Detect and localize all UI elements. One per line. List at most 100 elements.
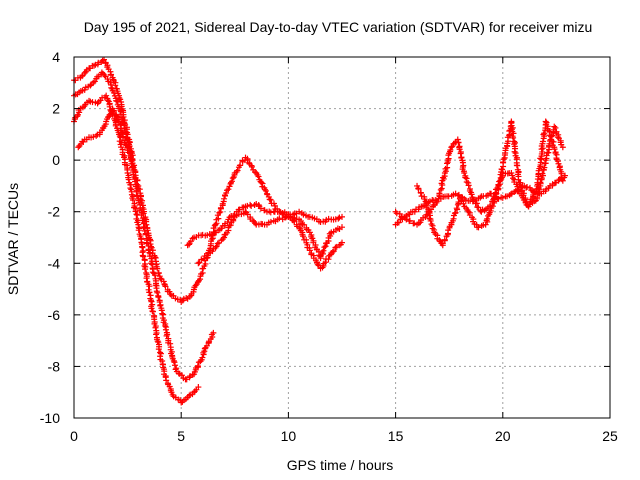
data-point	[458, 154, 465, 161]
data-point	[212, 244, 219, 251]
data-point	[468, 191, 475, 198]
data-point	[533, 185, 540, 192]
data-point	[113, 113, 120, 120]
data-point	[448, 144, 455, 151]
data-point	[125, 149, 132, 156]
y-tick-label: -2	[48, 204, 61, 220]
data-point	[213, 243, 220, 250]
data-point	[286, 213, 293, 220]
data-point	[199, 354, 206, 361]
data-point	[500, 159, 507, 166]
series-track-9	[414, 118, 566, 249]
data-point	[453, 205, 460, 212]
data-point	[507, 191, 514, 198]
data-point	[514, 187, 521, 194]
data-point	[524, 183, 531, 190]
data-point	[542, 118, 549, 125]
data-point	[146, 283, 153, 290]
data-point	[559, 177, 566, 184]
data-point	[155, 294, 162, 301]
data-point	[186, 392, 193, 399]
y-tick-label: 2	[52, 101, 60, 117]
chart-title: Day 195 of 2021, Sidereal Day-to-day VTE…	[84, 19, 593, 35]
data-point	[336, 214, 343, 221]
x-tick-label: 25	[602, 428, 618, 444]
data-point	[444, 160, 451, 167]
data-point	[454, 201, 461, 208]
series-track-3	[71, 92, 202, 406]
data-point	[234, 167, 241, 174]
data-point	[142, 266, 149, 273]
y-tick-label: -4	[48, 255, 61, 271]
data-point	[454, 192, 461, 199]
data-point	[257, 205, 264, 212]
data-point	[114, 98, 121, 105]
data-point	[134, 211, 141, 218]
data-point	[465, 208, 472, 215]
data-point	[152, 324, 159, 331]
data-point	[267, 196, 274, 203]
data-point	[248, 163, 255, 170]
x-tick-label: 15	[388, 428, 404, 444]
data-point	[456, 146, 463, 153]
data-point	[441, 236, 448, 243]
data-point	[154, 338, 161, 345]
data-point	[300, 211, 307, 218]
data-point	[475, 224, 482, 231]
x-tick-label: 10	[281, 428, 297, 444]
data-point	[128, 156, 135, 163]
y-tick-label: -8	[48, 358, 61, 374]
data-point	[229, 175, 236, 182]
data-point	[510, 175, 517, 182]
data-point	[198, 256, 205, 263]
data-point	[330, 248, 337, 255]
data-point	[447, 146, 454, 153]
data-point	[143, 275, 150, 282]
data-point	[320, 247, 327, 254]
data-point	[141, 262, 148, 269]
data-point	[135, 227, 142, 234]
data-point	[248, 203, 255, 210]
data-point	[454, 136, 461, 143]
series-track-4	[75, 105, 135, 164]
data-point	[237, 162, 244, 169]
data-point	[130, 171, 137, 178]
data-point	[465, 182, 472, 189]
data-point	[153, 331, 160, 338]
data-point	[457, 150, 464, 157]
data-point	[216, 209, 223, 216]
data-point	[152, 282, 159, 289]
data-point	[451, 210, 458, 217]
data-point	[255, 202, 262, 209]
data-point	[489, 203, 496, 210]
data-point	[79, 73, 86, 80]
grid	[74, 57, 610, 418]
data-point	[539, 138, 546, 145]
data-point	[95, 59, 102, 66]
series-track-6	[195, 208, 345, 267]
data-point	[148, 260, 155, 267]
data-point	[155, 346, 162, 353]
data-point	[132, 208, 139, 215]
data-point	[484, 215, 491, 222]
data-point	[195, 384, 202, 391]
data-point	[462, 174, 469, 181]
data-point	[552, 124, 559, 131]
data-point	[417, 190, 424, 197]
data-point	[212, 221, 219, 228]
x-tick-label: 20	[495, 428, 511, 444]
data-point	[495, 182, 502, 189]
data-point	[162, 326, 169, 333]
data-point	[558, 174, 565, 181]
series-track-7	[392, 172, 568, 228]
data-point	[460, 200, 467, 207]
data-point	[561, 172, 568, 179]
data-point	[90, 133, 97, 140]
data-point	[437, 186, 444, 193]
data-point	[118, 130, 125, 137]
data-point	[339, 224, 345, 231]
ticks: 0 5 10 15 20 25 -10 -8 -6 -4 -2 0 2 4	[40, 49, 618, 444]
data-point	[129, 196, 136, 203]
data-point	[339, 213, 345, 220]
data-point	[223, 190, 230, 197]
